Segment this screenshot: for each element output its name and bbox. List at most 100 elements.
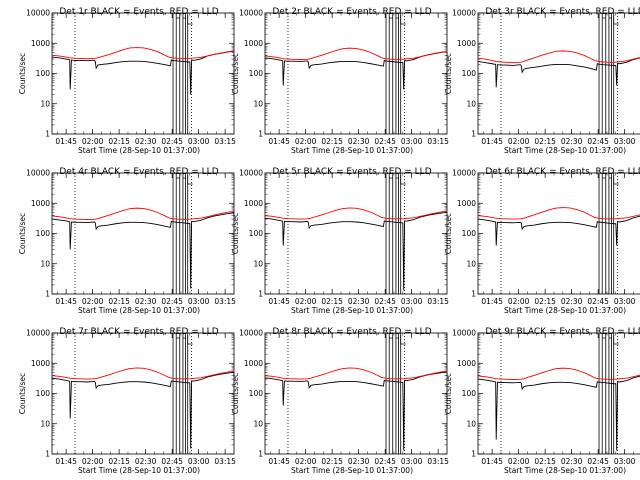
x-tick-label: 01:45	[55, 137, 77, 146]
series-line-events	[264, 211, 448, 291]
x-tick-label: 02:15	[534, 457, 556, 466]
y-tick-label: 1000	[244, 359, 263, 368]
x-tick-label: 02:45	[374, 137, 396, 146]
x-tick-label: 03:00	[401, 137, 423, 146]
y-tick-label: 100	[249, 389, 264, 398]
y-tick-label: 10	[253, 259, 263, 268]
y-tick-label: 10	[466, 259, 476, 268]
y-axis-label: Counts/sec	[444, 373, 453, 414]
series-line-events	[477, 57, 640, 88]
series-line-lld	[264, 47, 448, 60]
x-tick-label: 01:45	[55, 297, 77, 306]
y-tick-label: 1000	[457, 199, 476, 208]
series-line-events	[477, 215, 640, 246]
x-tick-label: 03:00	[614, 297, 636, 306]
y-tick-label: 100	[36, 229, 51, 238]
x-tick-label: 02:00	[508, 457, 530, 466]
chart-panel-3: Det 3r BLACK = Events, RED = LLD 1 10 100 10…	[444, 7, 640, 155]
x-axis-label: Start Time (28-Sep-10 01:37:00)	[78, 306, 200, 315]
y-tick-label: 1000	[244, 39, 263, 48]
x-tick-label: 02:45	[374, 297, 396, 306]
x-tick-label: 02:30	[561, 297, 583, 306]
x-tick-label: 02:30	[348, 457, 370, 466]
x-tick-label: 03:15	[427, 457, 449, 466]
x-tick-label: 02:00	[82, 457, 104, 466]
x-tick-label: 02:15	[534, 137, 556, 146]
x-tick-label: 02:30	[135, 137, 157, 146]
chart-panel-4: Det 4r BLACK = Events, RED = LLD 1 10 100 10…	[18, 167, 236, 315]
x-tick-label: 02:00	[82, 137, 104, 146]
x-tick-label: 02:30	[561, 457, 583, 466]
chart-title: Det 8r BLACK = Events, RED = LLD	[272, 327, 431, 337]
x-tick-label: 03:15	[214, 297, 236, 306]
series-line-lld	[477, 367, 640, 380]
y-axis-label: Counts/sec	[18, 373, 27, 414]
x-tick-label: 02:45	[374, 457, 396, 466]
y-tick-label: 1000	[457, 39, 476, 48]
chart-title: Det 3r BLACK = Events, RED = LLD	[485, 7, 640, 17]
series-line-events	[264, 371, 448, 451]
x-tick-label: 02:00	[508, 137, 530, 146]
y-tick-label: 1	[45, 450, 50, 459]
y-tick-label: 1	[258, 130, 263, 139]
y-tick-label: 100	[462, 229, 477, 238]
x-tick-label: 02:45	[587, 137, 609, 146]
x-axis-label: Start Time (28-Sep-10 01:37:00)	[291, 306, 413, 315]
x-tick-label: 03:15	[214, 137, 236, 146]
chart-panel-5: Det 5r BLACK = Events, RED = LLD 1 10 100 10…	[231, 167, 449, 315]
x-tick-label: 02:45	[161, 297, 183, 306]
y-tick-label: 1	[258, 450, 263, 459]
series-line-lld	[264, 207, 448, 220]
marker-stub	[400, 335, 406, 345]
y-axis-label: Counts/sec	[231, 213, 240, 254]
y-tick-label: 10000	[26, 329, 50, 338]
chart-panel-8: Det 8r BLACK = Events, RED = LLD 1 10 100 10…	[231, 327, 449, 475]
y-tick-label: 1	[45, 290, 50, 299]
x-tick-label: 02:15	[321, 457, 343, 466]
chart-panel-9: Det 9r BLACK = Events, RED = LLD 1 10 100 10…	[444, 327, 640, 475]
marker-stub	[400, 175, 406, 185]
series-line-lld	[51, 367, 235, 380]
chart-panel-2: Det 2r BLACK = Events, RED = LLD 1 10 100 10…	[231, 7, 449, 155]
plot-frame	[477, 12, 640, 135]
marker-stub	[187, 175, 193, 185]
x-tick-label: 02:30	[135, 297, 157, 306]
x-tick-label: 01:45	[481, 137, 503, 146]
x-tick-label: 02:30	[348, 297, 370, 306]
y-tick-label: 10000	[452, 169, 476, 178]
y-axis-label: Counts/sec	[444, 213, 453, 254]
series-line-events	[51, 212, 235, 289]
y-tick-label: 100	[249, 229, 264, 238]
x-tick-label: 02:15	[534, 297, 556, 306]
y-tick-label: 10	[40, 419, 50, 428]
x-tick-label: 03:15	[214, 457, 236, 466]
y-tick-label: 100	[36, 389, 51, 398]
chart-title: Det 2r BLACK = Events, RED = LLD	[272, 7, 431, 17]
plot-frame	[264, 332, 448, 455]
y-tick-label: 1	[471, 450, 476, 459]
y-tick-label: 10	[40, 99, 50, 108]
y-tick-label: 10000	[239, 9, 263, 18]
x-tick-label: 02:30	[348, 137, 370, 146]
x-tick-label: 03:00	[614, 457, 636, 466]
x-tick-label: 03:00	[401, 297, 423, 306]
y-tick-label: 10	[40, 259, 50, 268]
x-tick-label: 02:45	[161, 137, 183, 146]
x-tick-label: 02:45	[587, 457, 609, 466]
series-line-lld	[51, 207, 235, 220]
y-tick-label: 10	[466, 99, 476, 108]
y-axis-label: Counts/sec	[231, 53, 240, 94]
marker-stub	[613, 175, 619, 185]
x-tick-label: 02:00	[295, 297, 317, 306]
series-line-lld	[477, 50, 640, 64]
plot-frame	[51, 332, 235, 455]
x-axis-label: Start Time (28-Sep-10 01:37:00)	[504, 306, 626, 315]
x-tick-label: 03:15	[427, 137, 449, 146]
y-tick-label: 10000	[26, 169, 50, 178]
y-tick-label: 10	[253, 419, 263, 428]
series-line-lld	[264, 367, 448, 380]
series-line-lld	[51, 47, 235, 60]
y-tick-label: 1000	[31, 199, 50, 208]
marker-stub	[613, 335, 619, 345]
x-tick-label: 01:45	[481, 457, 503, 466]
